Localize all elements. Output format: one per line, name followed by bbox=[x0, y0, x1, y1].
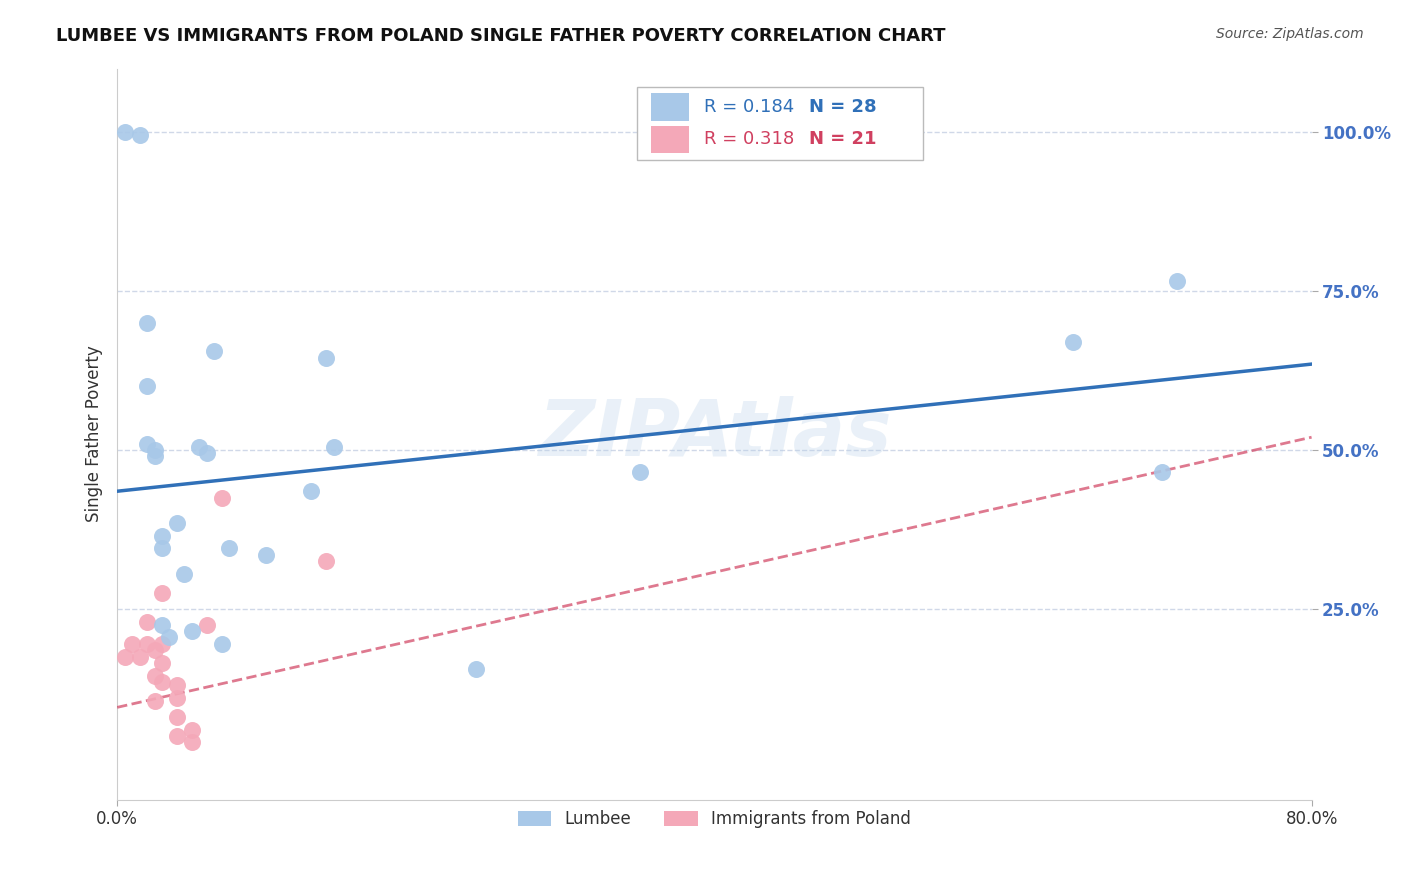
Point bbox=[180, 735, 202, 749]
Point bbox=[1166, 275, 1188, 289]
Point bbox=[114, 125, 136, 139]
Point bbox=[136, 379, 159, 393]
Point bbox=[195, 617, 218, 632]
Point bbox=[315, 351, 337, 365]
Point bbox=[1152, 465, 1174, 479]
Point bbox=[218, 541, 240, 556]
Point bbox=[166, 678, 188, 692]
Text: N = 21: N = 21 bbox=[808, 130, 876, 148]
Legend: Lumbee, Immigrants from Poland: Lumbee, Immigrants from Poland bbox=[510, 804, 918, 835]
Point bbox=[166, 729, 188, 743]
Point bbox=[128, 128, 150, 143]
Point bbox=[180, 723, 202, 737]
Y-axis label: Single Father Poverty: Single Father Poverty bbox=[86, 345, 103, 523]
Point bbox=[315, 554, 337, 568]
Point bbox=[150, 674, 173, 689]
Point bbox=[464, 662, 486, 676]
Point bbox=[121, 637, 143, 651]
Point bbox=[166, 690, 188, 705]
Point bbox=[180, 624, 202, 638]
Point bbox=[136, 316, 159, 330]
Point bbox=[150, 656, 173, 670]
Point bbox=[211, 637, 233, 651]
Point bbox=[211, 491, 233, 505]
Point bbox=[150, 586, 173, 600]
Point bbox=[256, 548, 278, 562]
Bar bbox=[651, 126, 689, 153]
Text: LUMBEE VS IMMIGRANTS FROM POLAND SINGLE FATHER POVERTY CORRELATION CHART: LUMBEE VS IMMIGRANTS FROM POLAND SINGLE … bbox=[56, 27, 946, 45]
Point bbox=[166, 710, 188, 724]
Point bbox=[143, 442, 166, 457]
Point bbox=[136, 637, 159, 651]
Point bbox=[143, 694, 166, 708]
Point bbox=[136, 615, 159, 629]
Point bbox=[159, 631, 181, 645]
Point bbox=[150, 617, 173, 632]
Point bbox=[628, 465, 651, 479]
Bar bbox=[637, 87, 924, 160]
Point bbox=[114, 649, 136, 664]
Point bbox=[150, 529, 173, 543]
Point bbox=[188, 440, 211, 454]
Point bbox=[136, 436, 159, 450]
Point bbox=[322, 440, 344, 454]
Point bbox=[202, 344, 225, 359]
Point bbox=[195, 446, 218, 460]
Text: R = 0.184: R = 0.184 bbox=[703, 98, 794, 116]
Point bbox=[143, 668, 166, 682]
Text: N = 28: N = 28 bbox=[808, 98, 876, 116]
Point bbox=[143, 450, 166, 464]
Point bbox=[1062, 334, 1084, 349]
Point bbox=[173, 566, 195, 581]
Bar bbox=[651, 94, 689, 121]
Point bbox=[299, 484, 322, 499]
Text: R = 0.318: R = 0.318 bbox=[703, 130, 794, 148]
Text: Source: ZipAtlas.com: Source: ZipAtlas.com bbox=[1216, 27, 1364, 41]
Point bbox=[166, 516, 188, 530]
Point bbox=[150, 637, 173, 651]
Text: ZIPAtlas: ZIPAtlas bbox=[537, 396, 891, 472]
Point bbox=[128, 649, 150, 664]
Point bbox=[143, 643, 166, 657]
Point bbox=[150, 541, 173, 556]
